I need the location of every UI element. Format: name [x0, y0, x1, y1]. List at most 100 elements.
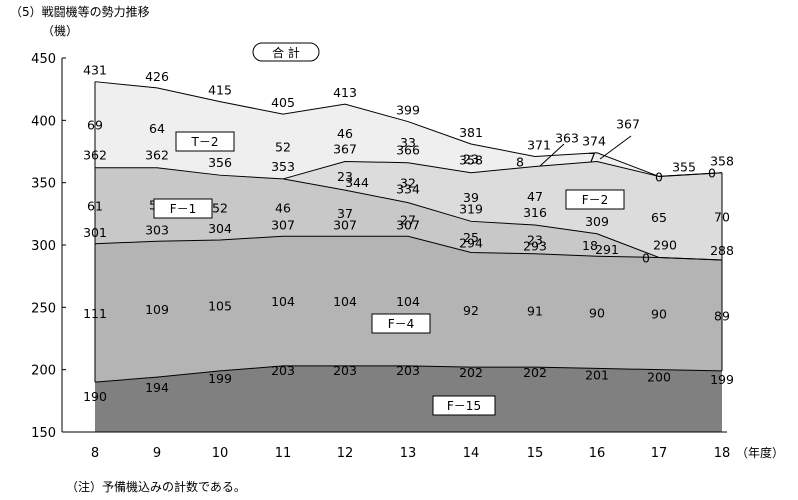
data-label: 0: [708, 166, 716, 181]
data-label: 358: [710, 154, 734, 169]
data-label: 344: [345, 175, 369, 190]
total-label-box: [252, 42, 320, 62]
line-f1-top: [95, 167, 723, 261]
data-label: 23: [463, 151, 479, 166]
y-tick-label: 200: [31, 364, 56, 379]
legend-label: F－2: [582, 193, 609, 207]
data-label: 355: [672, 159, 696, 174]
data-label: 415: [208, 83, 232, 98]
data-label: 307: [271, 217, 295, 232]
data-label: 301: [83, 225, 107, 240]
data-labels: 431 426 415 405 413 399 381 371 363 374 367 355 358 3…: [83, 63, 734, 404]
data-label: 23: [337, 169, 353, 184]
data-label: 203: [333, 363, 357, 378]
legend-box: [565, 189, 625, 210]
data-label: 69: [87, 118, 103, 133]
y-tick-label: 450: [31, 52, 56, 67]
data-label: 366: [396, 143, 420, 158]
chart-title: （5）戦闘機等の勢力推移: [10, 5, 150, 19]
data-label: 200: [647, 370, 671, 385]
data-label: 104: [396, 294, 420, 309]
line-f4-top: [94, 235, 723, 261]
data-label: 46: [337, 126, 353, 141]
data-label: 109: [145, 302, 169, 317]
data-label: 64: [149, 121, 165, 136]
data-label: 194: [145, 380, 169, 395]
data-label: 190: [83, 389, 107, 404]
data-label: 367: [333, 141, 357, 156]
y-tick-label: 400: [31, 114, 56, 129]
data-label: 362: [145, 148, 169, 163]
data-label: 111: [83, 306, 107, 321]
data-label: 104: [271, 294, 295, 309]
data-label: 290: [653, 237, 677, 252]
data-label: 90: [651, 307, 667, 322]
data-label: 304: [208, 221, 232, 236]
data-label: 201: [585, 367, 609, 382]
data-label: 199: [710, 372, 734, 387]
data-label: 363: [555, 130, 579, 145]
x-tick-label: 15: [527, 446, 544, 461]
data-label: 291: [595, 242, 619, 257]
data-label: 431: [83, 63, 107, 78]
x-tick-label: 17: [651, 446, 668, 461]
x-tick-label: 10: [212, 446, 229, 461]
line-total: [94, 81, 723, 177]
line-f15-top: [94, 365, 723, 383]
legend-box: [432, 395, 496, 416]
data-label: 307: [396, 217, 420, 232]
data-label: 37: [337, 206, 353, 221]
legend-box: [153, 198, 213, 219]
series-legend: T－2 F－1 F－2 F－4 F－15 合 計: [153, 42, 625, 416]
data-label: 65: [651, 210, 667, 225]
y-unit-label: （機）: [42, 24, 79, 38]
data-label: 356: [208, 155, 232, 170]
data-label: 33: [400, 135, 416, 150]
data-label: 46: [275, 201, 291, 216]
data-label: 7: [588, 150, 596, 165]
data-label: 23: [527, 232, 543, 247]
x-tick-label: 11: [275, 446, 292, 461]
data-label: 309: [585, 214, 609, 229]
data-label: 105: [208, 298, 232, 313]
legend-box: [175, 131, 235, 152]
x-tick-label: 8: [91, 446, 99, 461]
data-label: 32: [400, 176, 416, 191]
footnote: （注）予備機込みの計数である。: [66, 480, 246, 494]
data-label: 52: [212, 201, 228, 216]
legend-box: [371, 313, 431, 334]
data-label: 371: [527, 137, 551, 152]
y-tick-label: 350: [31, 177, 56, 192]
data-label: 70: [714, 209, 730, 224]
total-label: 合 計: [272, 45, 300, 60]
data-label: 413: [333, 85, 357, 100]
data-label: 303: [145, 222, 169, 237]
legend-label: F－4: [388, 317, 415, 331]
area-f15: [95, 365, 722, 432]
y-tick-label: 150: [31, 426, 56, 441]
data-label: 399: [396, 103, 420, 118]
data-label: 8: [516, 154, 524, 169]
data-label: 0: [655, 169, 663, 184]
data-label: 39: [463, 190, 479, 205]
data-label: 202: [459, 365, 483, 380]
data-label: 374: [582, 134, 606, 149]
data-label: 307: [333, 217, 357, 232]
line-f2-top: [282, 160, 723, 180]
data-label: 316: [523, 205, 547, 220]
series-lines: [94, 81, 723, 383]
x-tick-label: 13: [400, 446, 417, 461]
data-label: 353: [271, 159, 295, 174]
data-label: 362: [83, 148, 107, 163]
x-tick-label: 18: [714, 446, 731, 461]
x-unit-label: （年度）: [736, 445, 784, 460]
data-label: 0: [642, 250, 650, 265]
callout-line-363: [539, 143, 565, 167]
data-label: 61: [87, 199, 103, 214]
data-label: 203: [271, 363, 295, 378]
data-label: 381: [459, 125, 483, 140]
data-label: 199: [208, 371, 232, 386]
data-label: 288: [710, 243, 734, 258]
